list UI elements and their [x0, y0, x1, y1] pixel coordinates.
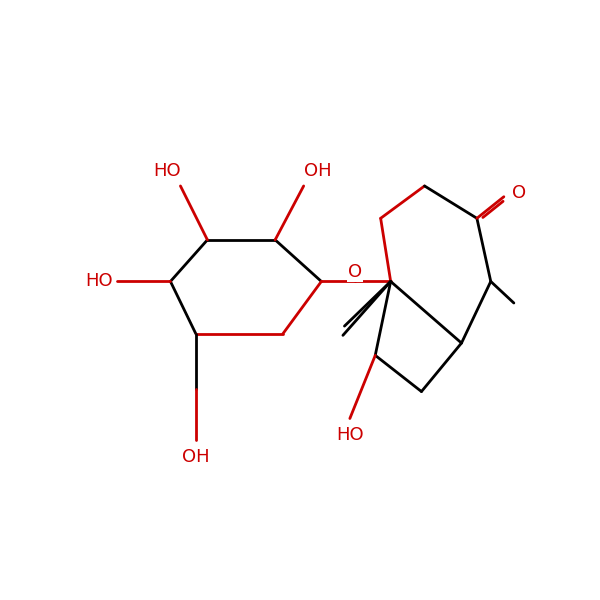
- Text: HO: HO: [153, 162, 181, 180]
- Text: O: O: [348, 263, 362, 281]
- Text: O: O: [512, 184, 526, 202]
- Text: HO: HO: [336, 426, 364, 444]
- Text: OH: OH: [182, 448, 209, 466]
- Text: HO: HO: [85, 272, 113, 290]
- Text: OH: OH: [304, 162, 331, 180]
